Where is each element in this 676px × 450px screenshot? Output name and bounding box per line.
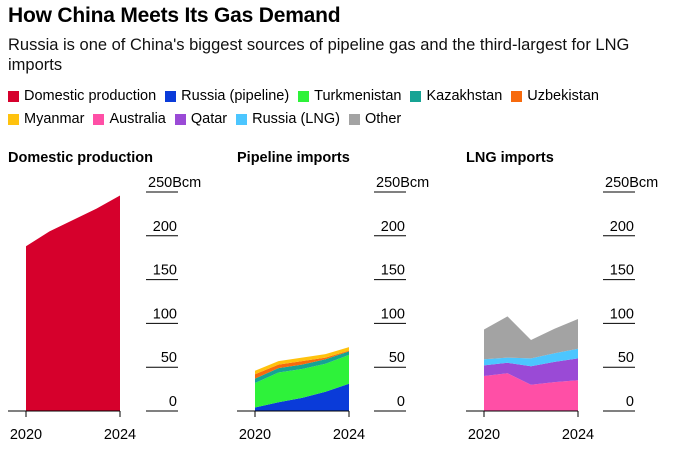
chart-panel: 250Bcm 200 150 100 50 0 2020 2024 bbox=[466, 175, 658, 443]
legend-item: Other bbox=[348, 109, 402, 130]
legend-swatch bbox=[410, 91, 422, 102]
area-series bbox=[255, 347, 349, 375]
legend-label: Myanmar bbox=[24, 111, 85, 127]
legend-swatch bbox=[348, 114, 360, 125]
legend-item: Qatar bbox=[174, 109, 228, 130]
legend-label: Other bbox=[364, 111, 402, 127]
x-tick-label: 2024 bbox=[104, 427, 136, 443]
area-series bbox=[255, 383, 349, 411]
y-tick-label: 200 bbox=[610, 219, 634, 235]
legend-label: Domestic production bbox=[24, 88, 157, 104]
legend-label: Kazakhstan bbox=[426, 88, 503, 104]
legend-swatch bbox=[8, 114, 19, 125]
legend-label: Qatar bbox=[190, 111, 228, 127]
legend: Domestic production Russia (pipeline) Turk… bbox=[8, 86, 676, 132]
chart-subtitle: Russia is one of China's biggest sources… bbox=[8, 36, 630, 74]
legend-swatch bbox=[174, 114, 186, 125]
y-tick-label: 50 bbox=[161, 350, 177, 366]
x-tick-label: 2020 bbox=[10, 427, 42, 443]
y-tick-label: 250Bcm bbox=[148, 175, 201, 191]
legend-item: Uzbekistan bbox=[511, 86, 599, 107]
area-series bbox=[484, 316, 578, 360]
legend-item: Australia bbox=[93, 109, 166, 130]
y-tick-label: 150 bbox=[153, 263, 177, 279]
y-tick-label: 0 bbox=[169, 394, 177, 410]
legend-item: Domestic production bbox=[8, 86, 156, 107]
legend-item: Turkmenistan bbox=[298, 86, 401, 107]
area-series bbox=[255, 354, 349, 408]
legend-label: Russia (LNG) bbox=[252, 111, 340, 127]
y-tick-label: 250Bcm bbox=[376, 175, 429, 191]
x-tick-label: 2024 bbox=[333, 427, 365, 443]
y-tick-label: 0 bbox=[626, 394, 634, 410]
legend-swatch bbox=[165, 91, 177, 102]
legend-item: Kazakhstan bbox=[410, 86, 502, 107]
legend-label: Uzbekistan bbox=[527, 88, 599, 104]
x-tick-label: 2024 bbox=[562, 427, 594, 443]
area-series bbox=[484, 358, 578, 385]
legend-swatch bbox=[8, 91, 19, 102]
x-tick-label: 2020 bbox=[239, 427, 271, 443]
y-tick-label: 50 bbox=[389, 350, 405, 366]
area-series bbox=[484, 348, 578, 367]
y-tick-label: 100 bbox=[610, 306, 634, 322]
legend-item: Russia (LNG) bbox=[236, 109, 340, 130]
y-tick-label: 50 bbox=[618, 350, 634, 366]
y-tick-label: 200 bbox=[381, 219, 405, 235]
area-series bbox=[484, 373, 578, 411]
y-tick-label: 100 bbox=[153, 306, 177, 322]
y-tick-label: 200 bbox=[153, 219, 177, 235]
y-tick-label: 150 bbox=[381, 263, 405, 279]
legend-swatch bbox=[511, 91, 523, 102]
y-tick-label: 100 bbox=[381, 306, 405, 322]
x-tick-label: 2020 bbox=[468, 427, 500, 443]
y-tick-label: 250Bcm bbox=[605, 175, 658, 191]
panel-title-pipeline: Pipeline imports bbox=[237, 150, 350, 166]
legend-swatch bbox=[93, 114, 105, 125]
legend-label: Australia bbox=[109, 111, 166, 127]
chart-panel: 250Bcm 200 150 100 50 0 2020 2024 bbox=[237, 175, 429, 443]
legend-item: Myanmar bbox=[8, 109, 84, 130]
legend-label: Russia (pipeline) bbox=[181, 88, 290, 104]
panel-title-lng: LNG imports bbox=[466, 150, 554, 166]
panel-title-domestic: Domestic production bbox=[8, 150, 154, 166]
y-tick-label: 0 bbox=[397, 394, 405, 410]
chart-title: How China Meets Its Gas Demand bbox=[8, 4, 341, 27]
chart-panel: 250Bcm 200 150 100 50 0 2020 2024 bbox=[8, 175, 201, 443]
legend-swatch bbox=[236, 114, 248, 125]
area-series bbox=[26, 195, 120, 411]
legend-swatch bbox=[298, 91, 310, 102]
legend-label: Turkmenistan bbox=[314, 88, 402, 104]
y-tick-label: 150 bbox=[610, 263, 634, 279]
legend-item: Russia (pipeline) bbox=[165, 86, 289, 107]
